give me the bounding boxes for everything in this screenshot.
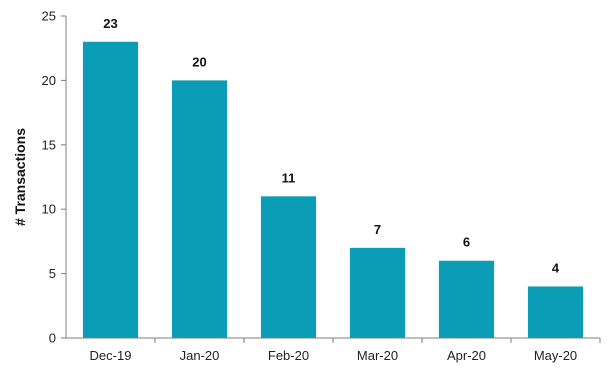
x-tick-label: Apr-20: [447, 348, 486, 363]
bar: [82, 41, 139, 338]
y-tick-label: 10: [42, 202, 56, 217]
bar: [527, 286, 584, 338]
data-label: 23: [103, 16, 117, 31]
data-label: 6: [463, 235, 470, 250]
y-tick-label: 20: [42, 73, 56, 88]
y-tick-label: 5: [49, 266, 56, 281]
x-tick-label: Mar-20: [357, 348, 398, 363]
y-axis-title: # Transactions: [12, 128, 28, 226]
bar: [349, 247, 406, 338]
data-label: 20: [192, 54, 206, 69]
data-labels: 23 20 11 7 6 4: [103, 16, 560, 276]
y-tick-label: 15: [42, 137, 56, 152]
x-tick-label: Jan-20: [180, 348, 220, 363]
x-tick-label: Feb-20: [268, 348, 309, 363]
x-axis-ticks: Dec-19 Jan-20 Feb-20 Mar-20 Apr-20 May-20: [90, 338, 601, 363]
data-label: 4: [552, 260, 560, 275]
y-axis-ticks: 0 5 10 15 20 25: [42, 9, 66, 346]
x-tick-label: Dec-19: [90, 348, 132, 363]
x-tick-label: May-20: [534, 348, 577, 363]
y-tick-label: 0: [49, 331, 56, 346]
data-label: 11: [282, 170, 296, 185]
bars: [82, 41, 584, 339]
y-tick-label: 25: [42, 9, 56, 24]
axes: [65, 16, 600, 339]
data-label: 7: [374, 222, 381, 237]
bar: [260, 196, 317, 338]
bar: [171, 80, 228, 339]
bar: [438, 260, 495, 338]
